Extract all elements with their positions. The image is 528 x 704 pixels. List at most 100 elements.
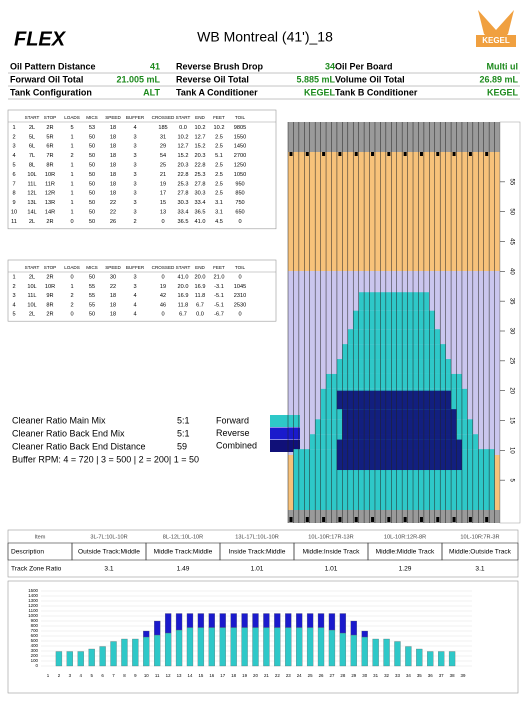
lane-tick-label: 40 bbox=[508, 268, 514, 275]
table-frame bbox=[7, 109, 277, 230]
y-tick-label: 800 bbox=[31, 623, 39, 628]
info-label: Oil Pattern Distance bbox=[10, 61, 96, 71]
table-cell: 18 bbox=[110, 125, 116, 131]
table-cell: 41.0 bbox=[178, 275, 189, 281]
forward-segment bbox=[358, 292, 430, 311]
table-frame bbox=[7, 259, 277, 322]
y-tick-label: 1100 bbox=[29, 608, 39, 613]
table-header: FEET bbox=[213, 265, 225, 270]
table-cell: 9 bbox=[12, 200, 15, 206]
table-cell: 950 bbox=[235, 181, 244, 187]
table-cell: 1045 bbox=[234, 284, 246, 290]
table-cell: 6.7 bbox=[196, 302, 204, 308]
board-dot bbox=[452, 152, 456, 156]
bar bbox=[427, 651, 434, 667]
table-cell: 22 bbox=[110, 200, 116, 206]
bar bbox=[175, 613, 183, 631]
table-cell: 3 bbox=[133, 200, 136, 206]
table-cell: 50 bbox=[89, 191, 95, 197]
x-tick-label: 12 bbox=[166, 673, 171, 678]
table-cell: 0 bbox=[238, 275, 241, 281]
info-value: 41 bbox=[150, 61, 160, 71]
table-cell: 6R bbox=[46, 144, 53, 150]
bar bbox=[361, 636, 368, 667]
zone-cell-text: 3.1 bbox=[104, 565, 113, 572]
x-tick-label: 36 bbox=[428, 673, 433, 678]
table-cell: 1 bbox=[12, 125, 15, 131]
table-cell: 10R bbox=[45, 284, 55, 290]
table-cell: 3 bbox=[133, 284, 136, 290]
table-cell: 2 bbox=[70, 302, 73, 308]
lane-tick-label: 35 bbox=[508, 298, 514, 305]
table-cell: 50 bbox=[89, 134, 95, 140]
bar bbox=[372, 638, 379, 667]
table-cell: 2L bbox=[29, 219, 35, 225]
cleaner-value: 5:1 bbox=[177, 415, 190, 425]
legend-label: Reverse bbox=[216, 428, 250, 438]
board-dot bbox=[403, 152, 407, 156]
table-cell: 5 bbox=[12, 311, 15, 317]
table-header: STOP bbox=[44, 265, 56, 270]
table-cell: 2R bbox=[46, 311, 53, 317]
legend-swatch bbox=[270, 440, 300, 452]
table-cell: 50 bbox=[89, 144, 95, 150]
info-label: Tank B Conditioner bbox=[335, 87, 418, 97]
x-tick-label: 3 bbox=[69, 673, 72, 678]
zone-header: 10L-10R:7R-3R bbox=[460, 534, 499, 540]
bar bbox=[448, 651, 456, 667]
board-dot bbox=[371, 517, 375, 522]
bar bbox=[328, 629, 336, 667]
info-label: Reverse Oil Total bbox=[176, 74, 249, 84]
table-cell: 2 bbox=[12, 134, 15, 140]
zone-header: 10L-10R:17R-13R bbox=[308, 534, 353, 540]
lane-tick-label: 30 bbox=[508, 328, 514, 335]
table-cell: 1550 bbox=[234, 134, 246, 140]
table-cell: 8R bbox=[46, 162, 53, 168]
table-cell: 14L bbox=[27, 209, 36, 215]
bar bbox=[263, 627, 270, 667]
bar bbox=[99, 646, 106, 667]
bar bbox=[285, 627, 292, 667]
table-cell: 185 bbox=[158, 125, 167, 131]
x-tick-label: 38 bbox=[450, 673, 455, 678]
reverse-segment bbox=[342, 409, 457, 440]
lane-top bbox=[288, 122, 500, 152]
bar bbox=[317, 627, 325, 667]
table-cell: 2530 bbox=[234, 302, 246, 308]
table-cell: 50 bbox=[89, 275, 95, 281]
zone-cell-text: Outside Track:Middle bbox=[78, 548, 140, 555]
table-cell: 3 bbox=[133, 172, 136, 178]
table-cell: 1 bbox=[70, 134, 73, 140]
table-cell: 10R bbox=[45, 172, 55, 178]
legend-label: Forward bbox=[216, 415, 249, 425]
table-cell: 3 bbox=[133, 162, 136, 168]
table-cell: -3.1 bbox=[214, 284, 224, 290]
bar bbox=[394, 641, 401, 667]
table-cell: 20.0 bbox=[178, 284, 189, 290]
table-cell: 3.1 bbox=[215, 209, 223, 215]
bar bbox=[121, 638, 128, 667]
table-cell: 25.3 bbox=[178, 181, 189, 187]
y-tick-label: 200 bbox=[31, 653, 39, 658]
bar bbox=[110, 641, 117, 667]
table-cell: 8R bbox=[46, 302, 53, 308]
bar bbox=[317, 613, 325, 628]
zone-header: 10L-10R:12R-8R bbox=[384, 534, 426, 540]
lane-scale bbox=[499, 121, 521, 524]
info-value: KEGEL bbox=[487, 87, 519, 97]
bar bbox=[350, 634, 357, 667]
table-cell: 22.8 bbox=[195, 162, 206, 168]
table-cell: 4 bbox=[133, 311, 136, 317]
bar bbox=[197, 613, 205, 628]
x-tick-label: 29 bbox=[351, 673, 356, 678]
x-tick-label: 23 bbox=[286, 673, 291, 678]
table-cell: 2 bbox=[12, 284, 15, 290]
table-cell: 5R bbox=[46, 134, 53, 140]
x-tick-label: 26 bbox=[319, 673, 324, 678]
forward-segment bbox=[326, 373, 462, 389]
lane-tick-label: 5 bbox=[508, 478, 514, 482]
table-cell: 2R bbox=[46, 125, 53, 131]
zone-cell-text: Middle:Middle Track bbox=[376, 548, 435, 555]
board-dot bbox=[468, 152, 472, 156]
table-cell: 3 bbox=[133, 181, 136, 187]
